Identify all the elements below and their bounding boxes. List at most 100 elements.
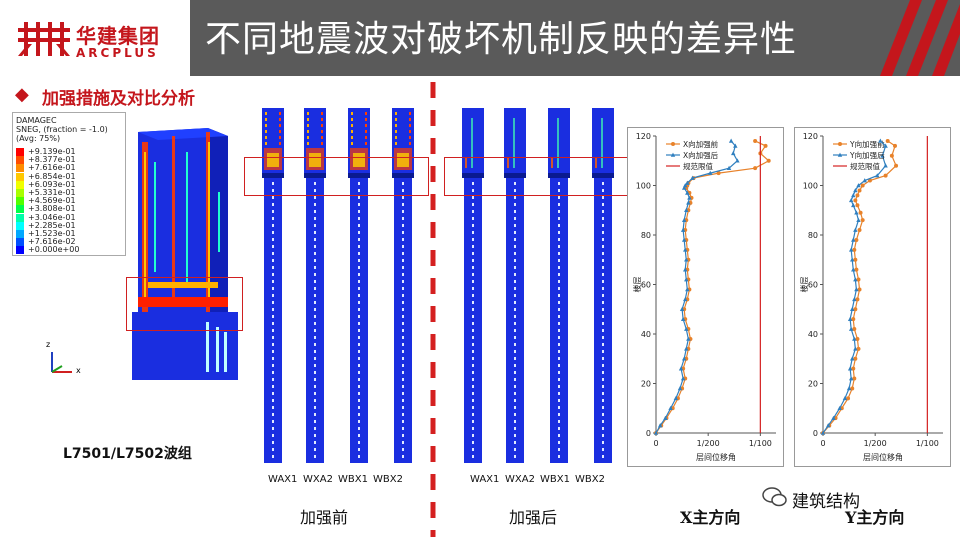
damage-mark bbox=[409, 124, 411, 127]
wall-opening bbox=[358, 336, 360, 339]
wall-opening bbox=[314, 392, 316, 395]
data-point bbox=[893, 143, 897, 148]
wall-opening bbox=[314, 189, 316, 192]
y-tick-label: 40 bbox=[808, 330, 818, 339]
wall-opening bbox=[472, 252, 474, 255]
wall-opening bbox=[472, 196, 474, 199]
wall-opening bbox=[558, 413, 560, 416]
wall-opening bbox=[272, 259, 274, 262]
wall-opening bbox=[402, 448, 404, 451]
arcplus-logo-icon bbox=[18, 22, 70, 56]
wall-transfer bbox=[548, 173, 570, 178]
wall-opening bbox=[402, 399, 404, 402]
axis-z-label: z bbox=[46, 340, 51, 349]
y-tick-label: 80 bbox=[641, 231, 651, 240]
damage-mark bbox=[279, 118, 281, 121]
wall-opening bbox=[314, 385, 316, 388]
wall-opening bbox=[272, 280, 274, 283]
damage-legend: DAMAGEC SNEG, (fraction = -1.0) (Avg: 75… bbox=[12, 112, 126, 256]
data-point bbox=[853, 188, 858, 193]
data-point bbox=[850, 306, 855, 312]
damage-mark bbox=[321, 136, 323, 139]
bullet-diamond-icon: ◆ bbox=[15, 84, 29, 105]
wall-opening bbox=[272, 392, 274, 395]
data-point bbox=[726, 165, 732, 170]
legend-row: +0.000e+00 bbox=[16, 245, 124, 255]
damage-core bbox=[267, 153, 279, 167]
wall-opening bbox=[602, 350, 604, 353]
wall-opening bbox=[402, 357, 404, 360]
wall-opening bbox=[402, 196, 404, 199]
data-point bbox=[851, 317, 856, 322]
data-point bbox=[680, 227, 686, 232]
damage-mark bbox=[265, 124, 267, 127]
damage-mark bbox=[409, 118, 411, 121]
legend-swatch bbox=[16, 238, 24, 247]
legend-swatch bbox=[16, 156, 24, 165]
wall-opening bbox=[514, 217, 516, 220]
minor-damage bbox=[595, 158, 597, 168]
damage-mark bbox=[409, 142, 411, 145]
data-point bbox=[853, 307, 858, 312]
wall-transfer bbox=[262, 173, 284, 178]
drift-chart-x-svg: 0 20 40 60 80 100 120 0 1/200 1/100 层间位移角 楼层 X向加强前X向… bbox=[632, 132, 776, 462]
y-tick-label: 120 bbox=[803, 132, 818, 141]
x-tick-label: 0 bbox=[653, 439, 658, 448]
wall-opening bbox=[558, 231, 560, 234]
wall-opening bbox=[558, 203, 560, 206]
wall-opening bbox=[314, 371, 316, 374]
wall-opening bbox=[514, 378, 516, 381]
wall-opening bbox=[358, 308, 360, 311]
data-point bbox=[853, 277, 858, 282]
data-point bbox=[851, 237, 856, 242]
wall-opening bbox=[558, 441, 560, 444]
legend-value: +4.569e-01 bbox=[28, 196, 76, 206]
wall-opening bbox=[558, 224, 560, 227]
wall-opening bbox=[314, 245, 316, 248]
wall-opening bbox=[314, 238, 316, 241]
x-tick-label: 1/200 bbox=[697, 439, 720, 448]
legend-swatch bbox=[16, 172, 24, 181]
wall-opening bbox=[402, 413, 404, 416]
wall-opening bbox=[314, 322, 316, 325]
legend-swatch bbox=[16, 221, 24, 230]
wall-opening bbox=[472, 182, 474, 185]
x-tick-label: 0 bbox=[820, 439, 825, 448]
wall-opening bbox=[558, 322, 560, 325]
wall-opening bbox=[402, 371, 404, 374]
label-x-direction: X主方向 bbox=[680, 508, 741, 527]
wall-opening bbox=[358, 252, 360, 255]
data-point bbox=[850, 356, 855, 361]
wall-opening bbox=[602, 357, 604, 360]
damage-mark bbox=[395, 142, 397, 145]
legend-label: 规范限值 bbox=[850, 161, 880, 171]
legend-label: X向加强后 bbox=[683, 150, 719, 160]
legend-marker bbox=[837, 152, 843, 157]
wall-opening bbox=[602, 217, 604, 220]
wall-transfer bbox=[304, 173, 326, 178]
wall-opening bbox=[314, 280, 316, 283]
data-point bbox=[856, 346, 861, 351]
wall-opening bbox=[472, 322, 474, 325]
data-point bbox=[657, 423, 663, 428]
wall-opening bbox=[514, 413, 516, 416]
wall-opening bbox=[558, 371, 560, 374]
wall-opening bbox=[558, 427, 560, 430]
data-point bbox=[679, 306, 685, 312]
wall-opening bbox=[558, 336, 560, 339]
data-point bbox=[681, 237, 687, 242]
wall-opening bbox=[358, 378, 360, 381]
data-point bbox=[684, 207, 689, 213]
wall-opening bbox=[272, 420, 274, 423]
wall-opening bbox=[514, 392, 516, 395]
legend-value: +6.854e-01 bbox=[28, 171, 76, 181]
x-tick-label: 1/200 bbox=[864, 439, 887, 448]
damage-mark bbox=[279, 136, 281, 139]
data-point bbox=[853, 198, 858, 203]
wall-opening bbox=[358, 301, 360, 304]
wall-opening bbox=[472, 315, 474, 318]
data-point bbox=[847, 316, 853, 321]
wall-opening bbox=[472, 343, 474, 346]
watermark-text: 建筑结构 bbox=[792, 492, 860, 512]
minor-damage bbox=[551, 158, 553, 168]
